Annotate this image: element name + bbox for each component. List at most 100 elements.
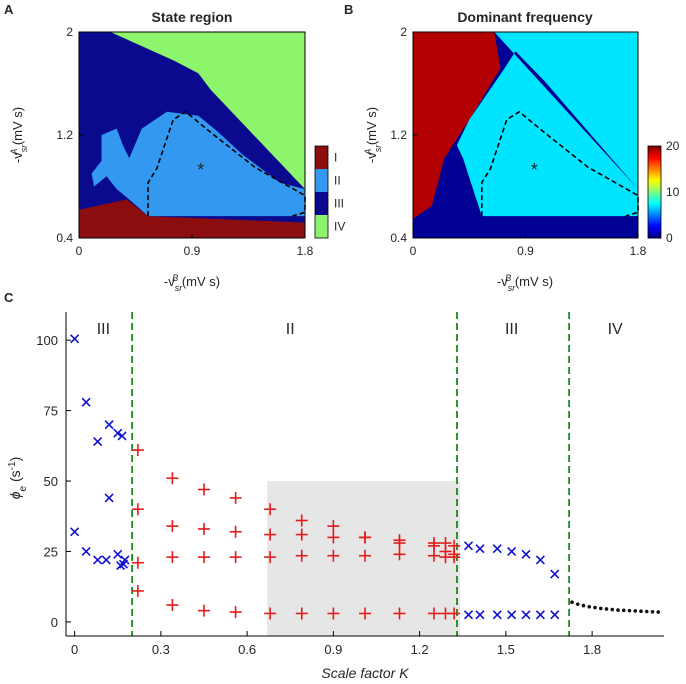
x-stroke — [507, 546, 517, 557]
dot-marker — [587, 604, 592, 609]
colorbar-step — [648, 182, 661, 186]
colorbar-tick-label: 0 — [666, 231, 673, 245]
plus-marker — [229, 491, 242, 504]
plus-marker — [295, 549, 308, 562]
dashed-boundary — [147, 110, 306, 217]
x-tick-label: 0.9 — [324, 642, 342, 657]
plus-marker — [229, 551, 242, 564]
x-marker — [463, 610, 474, 620]
plus-marker — [131, 444, 144, 457]
colorbar-step — [648, 224, 661, 227]
plus-marker — [295, 514, 308, 527]
x-marker — [475, 610, 485, 620]
y-tick-label: 100 — [36, 333, 58, 348]
region-label: III — [97, 321, 110, 338]
x-stroke — [104, 493, 114, 503]
plus-marker — [166, 551, 179, 564]
y-tick-label: 0.4 — [390, 231, 407, 245]
plus-marker — [428, 549, 440, 562]
colorbar-tick-label: 10 — [666, 185, 680, 199]
plus-marker — [393, 548, 406, 561]
x-stroke — [101, 555, 111, 565]
colorbar-step — [648, 159, 661, 163]
x-marker — [507, 546, 517, 557]
colorbar-tick-label: 20 — [666, 139, 680, 153]
x-marker — [113, 549, 123, 559]
colorbar-step — [648, 155, 661, 158]
plus-marker — [327, 607, 340, 620]
y-tick-label: 2 — [66, 25, 73, 39]
plus-marker — [428, 607, 440, 620]
x-tick-label: 1.5 — [497, 642, 515, 657]
colorbar-step — [648, 162, 661, 165]
y-axis-label: -vsrA (mV s) — [363, 107, 383, 163]
plus-marker — [131, 584, 144, 597]
x-axis-label: -vsrB (mV s) — [164, 273, 220, 293]
colorbar-step — [648, 150, 661, 154]
colorbar-step — [648, 185, 661, 188]
colorbar-swatch — [315, 169, 328, 192]
x-marker — [70, 527, 80, 537]
x-tick-label: 0 — [410, 244, 417, 258]
dot-marker — [616, 608, 620, 612]
colorbar-step — [648, 201, 661, 204]
colorbar-step — [648, 198, 661, 202]
x-marker — [492, 544, 502, 554]
colorbar-swatch — [315, 192, 328, 215]
region-label: II — [286, 321, 295, 338]
colorbar-frame — [647, 145, 662, 239]
x-marker — [475, 544, 485, 554]
dot-marker — [621, 608, 626, 613]
plus-marker — [264, 528, 277, 541]
dot-marker — [627, 608, 632, 613]
dot-marker — [570, 600, 574, 604]
dot-marker — [644, 609, 649, 614]
colorbar-swatch — [315, 146, 328, 169]
x-stroke — [113, 549, 123, 559]
x-stroke — [550, 610, 560, 620]
plus-marker — [229, 525, 242, 538]
colorbar-step — [648, 157, 661, 161]
y-tick-label: 2 — [400, 25, 407, 39]
colorbar-step — [648, 226, 661, 230]
x-stroke — [93, 437, 103, 447]
colorbar-step — [648, 233, 661, 237]
panel-b: B Dominant frequency * 0 0.9 1.8 0.4 1.2 2 -… — [344, 2, 680, 293]
plus-marker — [295, 528, 308, 541]
x-tick-label: 1.8 — [297, 244, 314, 258]
x-marker — [81, 397, 91, 407]
x-tick-label: 0.6 — [238, 642, 256, 657]
x-marker — [70, 334, 80, 344]
panel-a: A State region * 0 0.9 1.8 0.4 1.2 2 -vsrB (… — [4, 2, 345, 293]
y-tick-label: 1.2 — [390, 128, 407, 142]
colorbar-step — [648, 231, 661, 234]
colorbar-step — [648, 166, 661, 170]
dot-marker — [633, 609, 638, 613]
chart-title: Dominant frequency — [457, 9, 593, 25]
colorbar-frame — [314, 145, 329, 239]
colorbar-step — [648, 219, 661, 223]
colorbar-step — [648, 221, 661, 225]
y-axis-ticks: 0.4 1.2 2 — [56, 25, 83, 245]
colorbar-step — [648, 228, 661, 232]
colorbar-step — [648, 164, 661, 168]
x-stroke — [463, 610, 474, 620]
dot-marker — [598, 606, 603, 611]
colorbar-step — [648, 194, 661, 198]
y-tick-label: 1.2 — [56, 128, 73, 142]
region-label: IV — [608, 321, 623, 338]
x-stroke — [104, 420, 114, 430]
x-tick-label: 0 — [76, 244, 83, 258]
x-axis-ticks: 0 0.3 0.6 0.9 1.2 1.5 1.8 — [71, 631, 601, 657]
plus-marker — [327, 549, 340, 562]
chart-title: State region — [152, 9, 233, 25]
x-marker — [535, 555, 545, 565]
colorbar-step — [648, 178, 661, 181]
x-marker — [113, 428, 123, 438]
colorbar-step — [648, 169, 661, 172]
plus-marker — [327, 520, 340, 533]
plus-marker — [166, 599, 179, 612]
y-tick-label: 25 — [44, 544, 58, 559]
x-marker — [101, 555, 111, 565]
